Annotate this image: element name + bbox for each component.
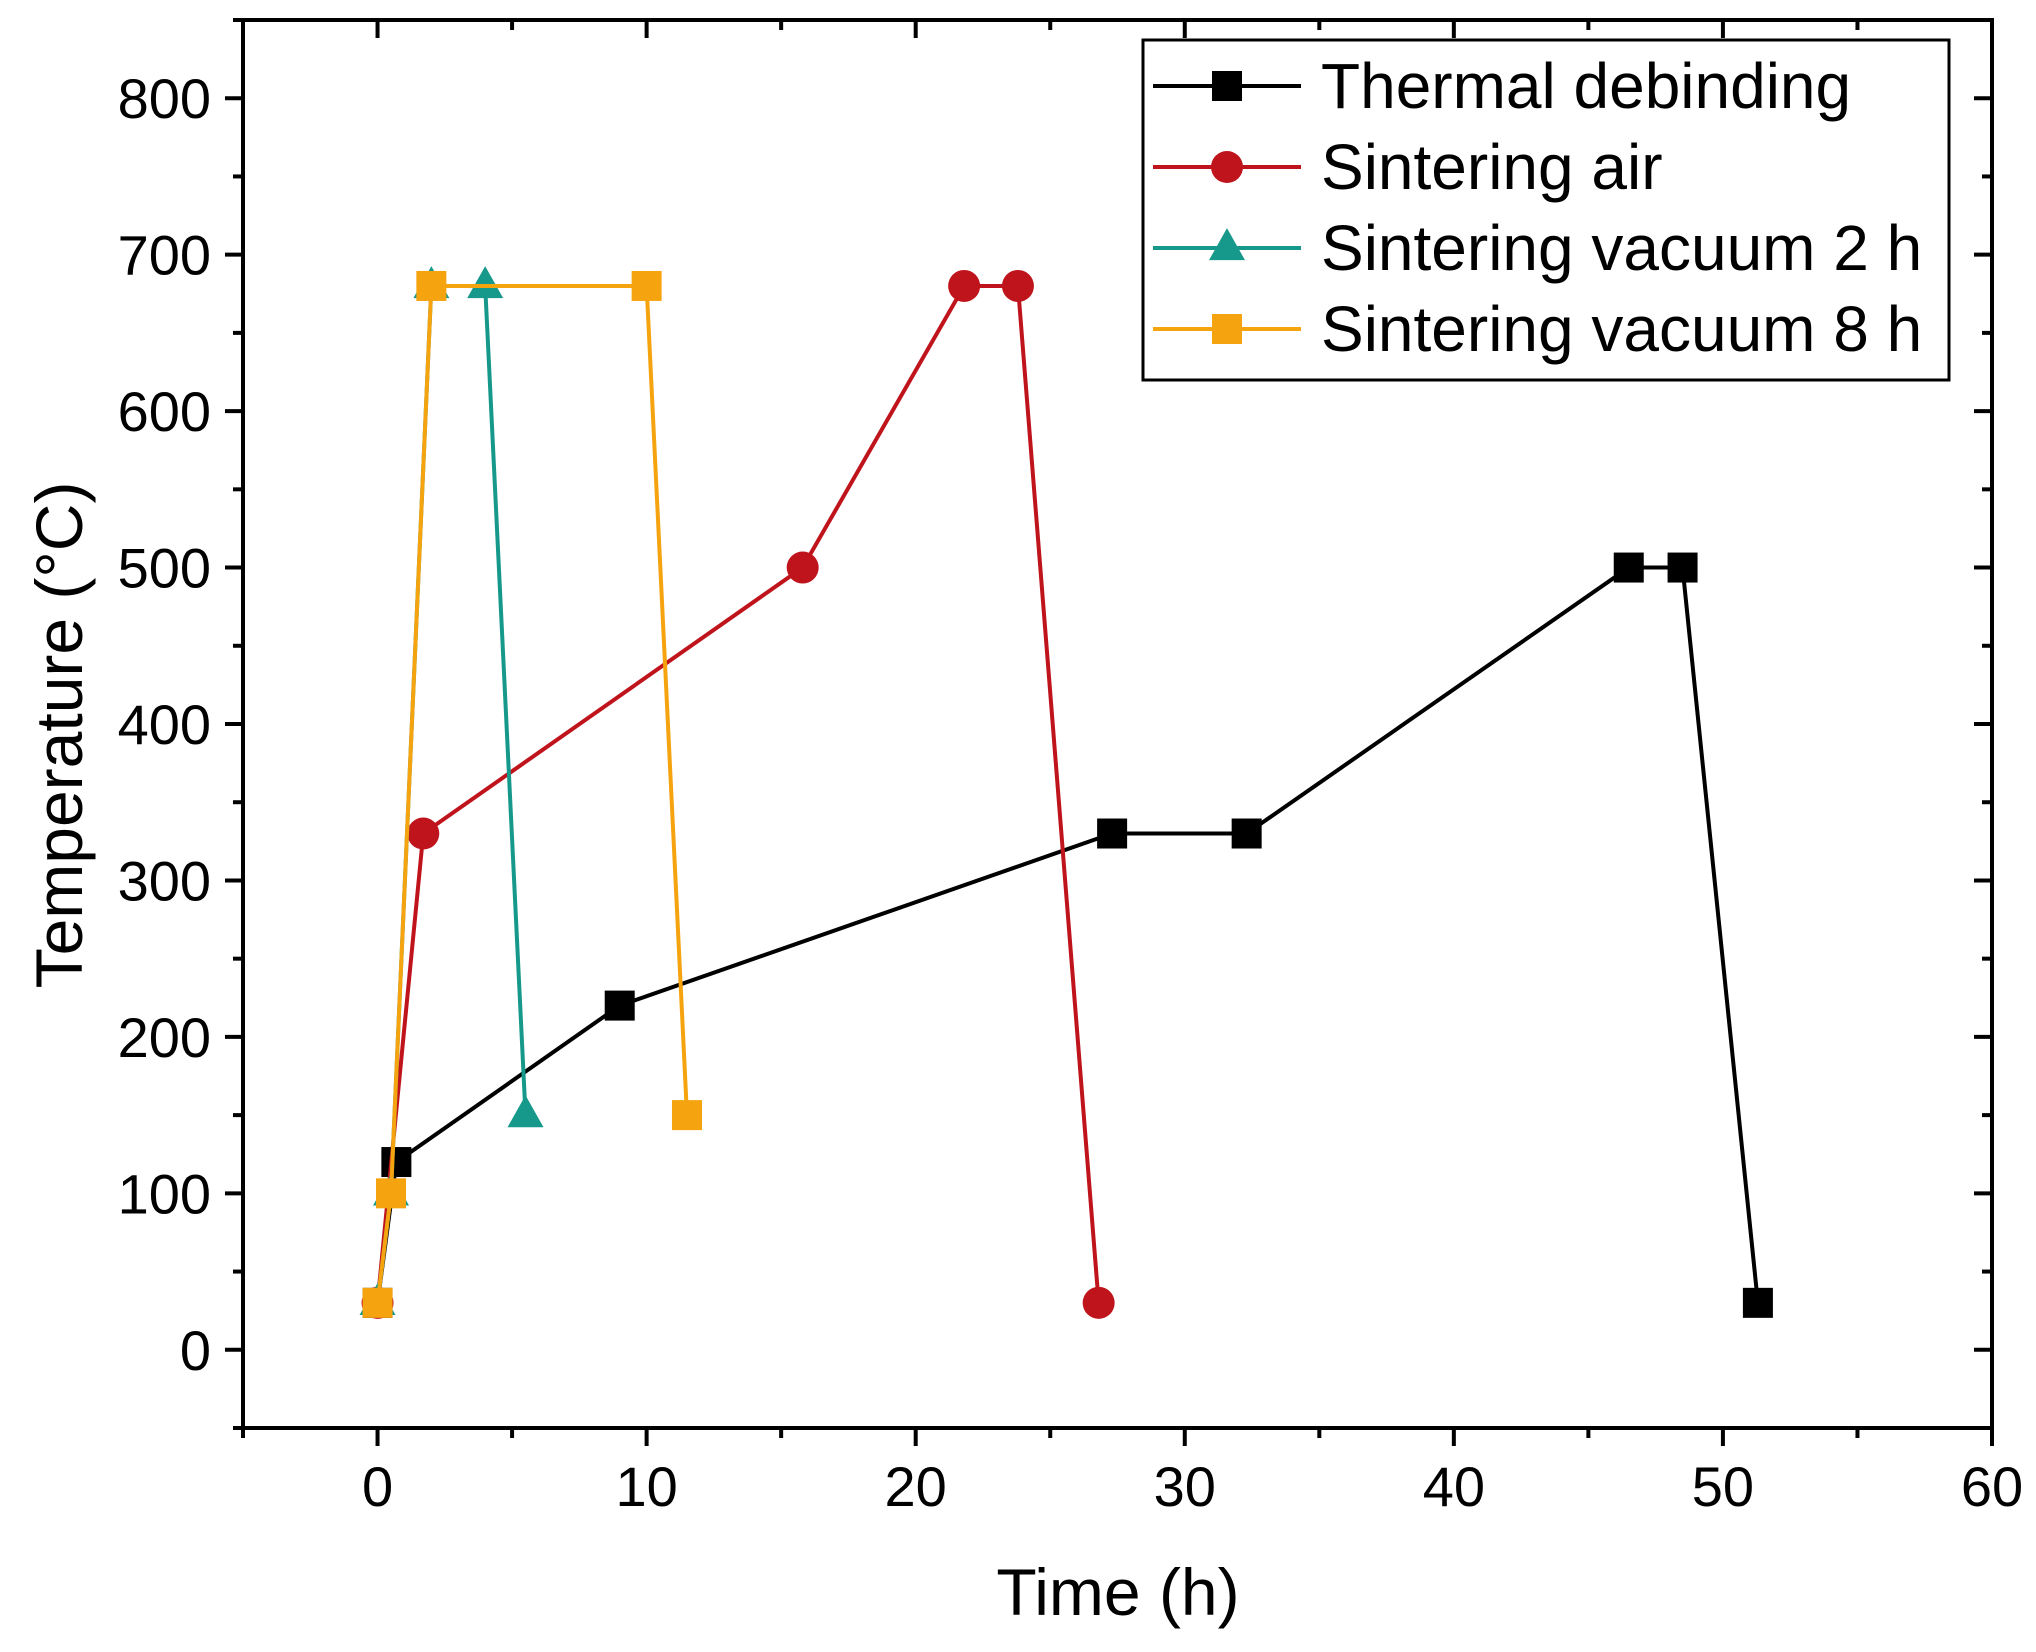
y-tick-label: 200 <box>118 1006 211 1069</box>
y-tick-label: 100 <box>118 1162 211 1225</box>
x-tick-label: 60 <box>1961 1455 2023 1518</box>
legend-entry-2: Sintering air <box>1153 131 1663 203</box>
legend-entry-4: Sintering vacuum 8 h <box>1153 293 1922 365</box>
series-1-point <box>1231 818 1262 849</box>
x-tick-label: 30 <box>1154 1455 1216 1518</box>
y-tick-label: 300 <box>118 849 211 912</box>
legend-entry-1: Thermal debinding <box>1153 50 1851 122</box>
series-3-point <box>467 266 504 299</box>
legend-marker <box>1212 71 1242 101</box>
y-tick-label: 700 <box>118 224 211 287</box>
series-4 <box>362 270 702 1318</box>
series-2-point <box>1082 1286 1115 1319</box>
series-1-point <box>1742 1287 1773 1318</box>
series-4-point <box>416 270 447 301</box>
series-4-point <box>631 270 662 301</box>
series-4-point <box>671 1100 702 1131</box>
y-axis-title: Temperature (°C) <box>22 482 96 989</box>
series-1-point <box>381 1147 412 1178</box>
y-tick-label: 0 <box>180 1319 211 1382</box>
series-2-point <box>786 551 819 584</box>
series-4-point <box>375 1178 406 1209</box>
legend-marker <box>1211 151 1243 183</box>
x-axis-title: Time (h) <box>996 1555 1239 1629</box>
legend-marker <box>1209 228 1245 261</box>
series-1-point <box>1613 552 1644 583</box>
y-tick-label: 500 <box>118 537 211 600</box>
x-tick-label: 0 <box>362 1455 393 1518</box>
x-tick-label: 20 <box>885 1455 947 1518</box>
series-3-point <box>507 1095 544 1128</box>
x-tick-label: 40 <box>1423 1455 1485 1518</box>
series-1-point <box>1667 552 1698 583</box>
legend-marker <box>1212 314 1242 344</box>
series-2-point <box>407 817 440 850</box>
legend-entry-3: Sintering vacuum 2 h <box>1153 212 1922 284</box>
legend-label: Sintering vacuum 8 h <box>1321 293 1922 365</box>
legend-label: Sintering air <box>1321 131 1663 203</box>
y-tick-label: 600 <box>118 380 211 443</box>
legend: Thermal debinding Sintering air Sintering … <box>1141 38 1951 382</box>
x-tick-label: 10 <box>615 1455 677 1518</box>
legend-label: Sintering vacuum 2 h <box>1321 212 1922 284</box>
series-2-point <box>1001 269 1034 302</box>
series-2-point <box>948 269 981 302</box>
legend-box <box>1141 38 1951 382</box>
series-1-point <box>1097 818 1128 849</box>
x-tick-label: 50 <box>1692 1455 1754 1518</box>
series-4-point <box>362 1287 393 1318</box>
legend-label: Thermal debinding <box>1321 50 1851 122</box>
y-tick-label: 800 <box>118 67 211 130</box>
series-2-line <box>375 283 1101 1304</box>
y-tick-label: 400 <box>118 693 211 756</box>
series-1-point <box>604 990 635 1021</box>
series-layer <box>359 266 1773 1319</box>
